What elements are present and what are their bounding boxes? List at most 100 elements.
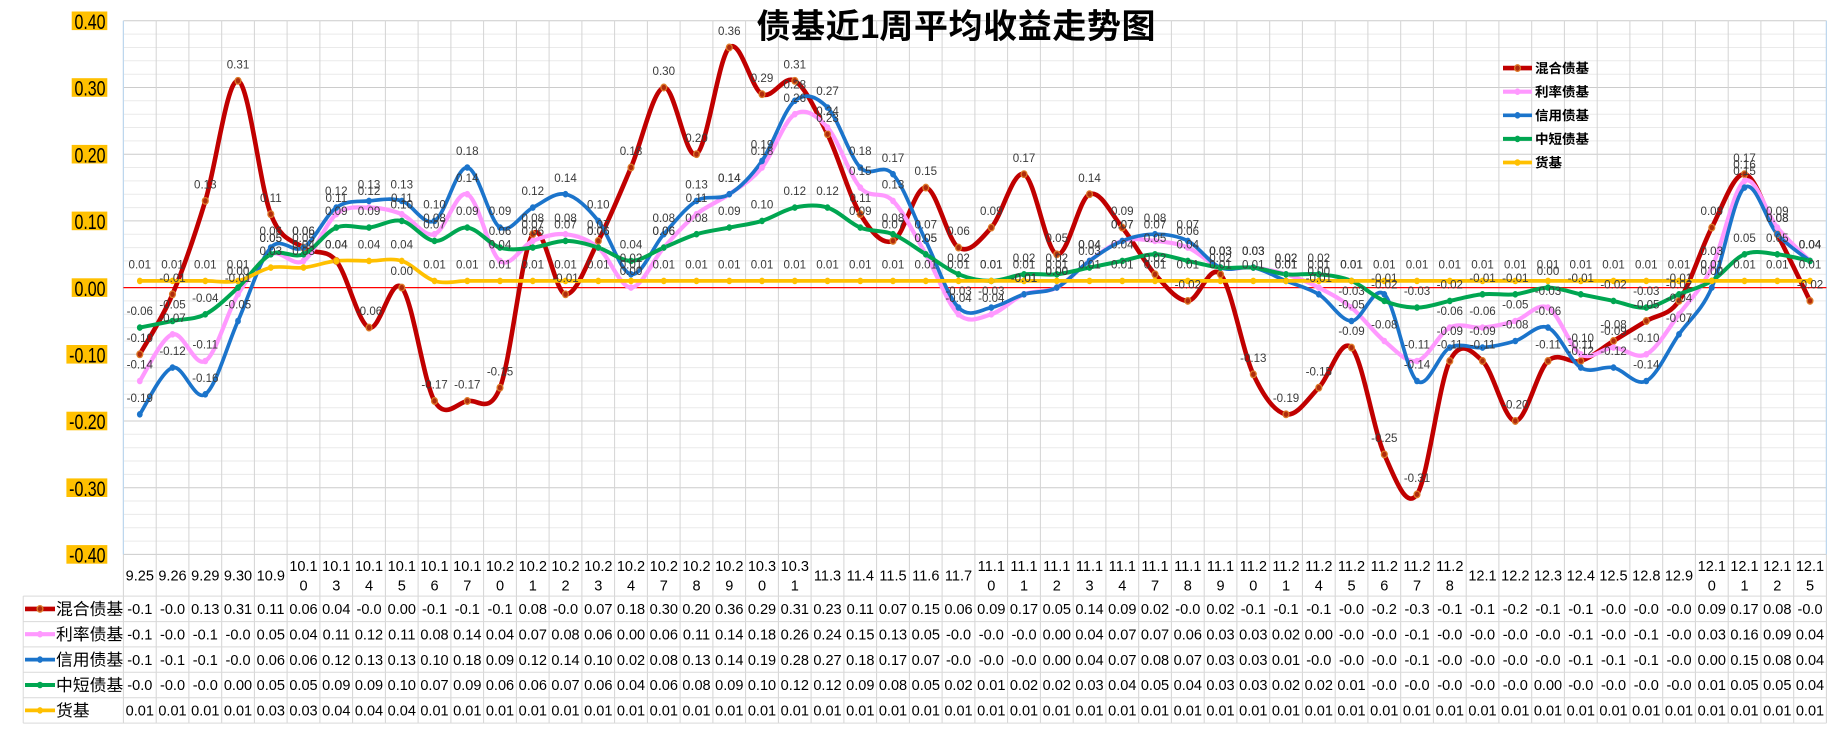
svg-text:6: 6 (430, 578, 438, 594)
svg-text:0.03: 0.03 (1242, 244, 1265, 258)
svg-text:0.20: 0.20 (74, 143, 105, 167)
svg-text:11.2: 11.2 (1403, 559, 1430, 575)
svg-text:10.2: 10.2 (617, 559, 645, 575)
svg-text:12.4: 12.4 (1567, 568, 1595, 584)
svg-text:0.13: 0.13 (879, 627, 907, 643)
svg-text:11.2: 11.2 (1371, 559, 1398, 575)
svg-text:0.10: 0.10 (420, 653, 448, 669)
svg-text:0.00: 0.00 (1537, 264, 1560, 278)
svg-text:-0.10: -0.10 (1568, 331, 1595, 345)
svg-text:0.00: 0.00 (1698, 653, 1726, 669)
svg-text:0.07: 0.07 (522, 217, 545, 231)
svg-text:0.01: 0.01 (1272, 653, 1300, 669)
svg-text:0.04: 0.04 (325, 237, 348, 251)
svg-text:0.05: 0.05 (260, 231, 283, 245)
svg-text:-0.06: -0.06 (127, 304, 154, 318)
svg-text:0.03: 0.03 (292, 244, 315, 258)
svg-text:0.01: 0.01 (1698, 678, 1726, 694)
svg-text:0.01: 0.01 (1373, 257, 1396, 271)
svg-text:-0.01: -0.01 (225, 271, 252, 285)
svg-text:0.03: 0.03 (1242, 244, 1265, 258)
svg-text:0.14: 0.14 (718, 171, 741, 185)
svg-text:11.2: 11.2 (1436, 559, 1463, 575)
svg-text:-0.11: -0.11 (1535, 337, 1561, 351)
svg-text:-0.1: -0.1 (1470, 602, 1495, 618)
svg-text:-0.1: -0.1 (127, 653, 152, 669)
svg-text:0.01: 0.01 (620, 257, 643, 271)
svg-text:0.06: 0.06 (260, 224, 283, 238)
svg-text:0.01: 0.01 (1177, 257, 1200, 271)
svg-text:-0.17: -0.17 (421, 377, 447, 391)
svg-text:6: 6 (1380, 578, 1388, 594)
svg-text:0.01: 0.01 (1370, 703, 1398, 719)
svg-text:0.05: 0.05 (1730, 678, 1758, 694)
svg-text:-0.0: -0.0 (1601, 602, 1626, 618)
svg-text:0.11: 0.11 (260, 191, 282, 205)
svg-text:-0.0: -0.0 (979, 653, 1004, 669)
svg-text:0.01: 0.01 (191, 703, 219, 719)
svg-text:4: 4 (1118, 578, 1126, 594)
svg-text:0.03: 0.03 (257, 703, 285, 719)
svg-text:-0.11: -0.11 (193, 337, 219, 351)
svg-text:0.03: 0.03 (1209, 244, 1232, 258)
svg-text:-0.0: -0.0 (1339, 653, 1364, 669)
svg-text:0.11: 0.11 (686, 191, 708, 205)
svg-text:0.01: 0.01 (1635, 257, 1658, 271)
svg-text:7: 7 (1151, 578, 1159, 594)
svg-text:0.31: 0.31 (227, 57, 250, 71)
svg-text:0.18: 0.18 (617, 602, 645, 618)
svg-text:2: 2 (561, 578, 569, 594)
svg-text:-0.0: -0.0 (193, 678, 218, 694)
svg-text:-0.16: -0.16 (192, 371, 219, 385)
svg-text:-0.01: -0.01 (1011, 271, 1038, 285)
svg-text:11.4: 11.4 (847, 568, 874, 584)
svg-text:-0.01: -0.01 (1666, 271, 1693, 285)
svg-text:-0.01: -0.01 (1469, 271, 1496, 285)
svg-text:0.06: 0.06 (289, 602, 317, 618)
svg-text:-0.1: -0.1 (1404, 627, 1429, 643)
svg-text:-0.0: -0.0 (1666, 627, 1691, 643)
svg-text:0.07: 0.07 (1174, 653, 1202, 669)
svg-text:10.1: 10.1 (453, 559, 481, 575)
svg-text:7: 7 (463, 578, 471, 594)
svg-text:-0.20: -0.20 (1502, 397, 1529, 411)
svg-text:-0.19: -0.19 (1273, 391, 1300, 405)
svg-text:0.00: 0.00 (1308, 264, 1331, 278)
svg-text:0.09: 0.09 (846, 678, 874, 694)
svg-text:-0.09: -0.09 (1437, 324, 1464, 338)
svg-text:0.05: 0.05 (915, 231, 938, 245)
svg-text:-0.10: -0.10 (1633, 331, 1660, 345)
svg-text:-0.01: -0.01 (1306, 271, 1333, 285)
svg-text:0.01: 0.01 (784, 257, 807, 271)
svg-text:3: 3 (594, 578, 602, 594)
svg-text:0.09: 0.09 (453, 678, 481, 694)
svg-text:-0.0: -0.0 (1503, 627, 1528, 643)
svg-text:-0.1: -0.1 (1241, 602, 1266, 618)
svg-text:0.01: 0.01 (980, 257, 1003, 271)
svg-text:-0.11: -0.11 (1568, 337, 1594, 351)
svg-text:-0.11: -0.11 (1470, 337, 1496, 351)
svg-text:0.30: 0.30 (653, 64, 676, 78)
svg-text:-0.03: -0.03 (1338, 284, 1365, 298)
svg-text:-0.40: -0.40 (69, 543, 105, 567)
svg-text:0.01: 0.01 (1010, 703, 1038, 719)
svg-text:-0.02: -0.02 (1797, 277, 1823, 291)
svg-text:0.08: 0.08 (882, 211, 905, 225)
svg-text:7: 7 (1413, 578, 1421, 594)
svg-text:0.04: 0.04 (1799, 237, 1822, 251)
svg-text:0.02: 0.02 (947, 251, 970, 265)
svg-text:0.01: 0.01 (129, 257, 152, 271)
svg-text:0.01: 0.01 (1108, 703, 1136, 719)
svg-text:-0.04: -0.04 (945, 291, 972, 305)
svg-text:-0.0: -0.0 (1470, 627, 1495, 643)
svg-text:0.01: 0.01 (522, 257, 545, 271)
svg-text:11.2: 11.2 (1240, 559, 1267, 575)
svg-text:-0.01: -0.01 (1568, 271, 1595, 285)
svg-text:0.01: 0.01 (584, 703, 612, 719)
svg-text:0.06: 0.06 (653, 224, 676, 238)
svg-text:0.27: 0.27 (813, 653, 841, 669)
svg-text:5: 5 (398, 578, 406, 594)
svg-text:0.06: 0.06 (1174, 627, 1202, 643)
svg-text:4: 4 (365, 578, 373, 594)
svg-text:-0.15: -0.15 (487, 364, 514, 378)
